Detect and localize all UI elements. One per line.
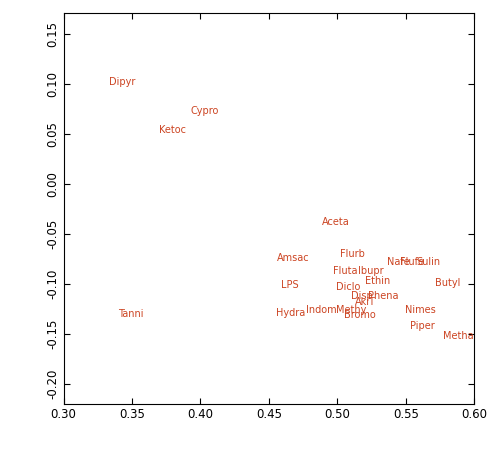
Text: Nafe: Nafe: [386, 257, 408, 267]
Text: Flufe: Flufe: [400, 257, 424, 267]
Text: Sulin: Sulin: [416, 257, 440, 267]
Text: Phena: Phena: [367, 291, 397, 301]
Text: Butyl: Butyl: [434, 278, 459, 288]
Text: Amsac: Amsac: [277, 253, 309, 263]
Text: Cypro: Cypro: [190, 106, 219, 116]
Text: Aceta: Aceta: [322, 217, 349, 227]
Text: Piper: Piper: [409, 321, 434, 331]
Text: Methy: Methy: [335, 305, 366, 315]
Text: Hydra: Hydra: [275, 308, 305, 318]
Text: Disp: Disp: [350, 291, 372, 301]
Text: Dipyr: Dipyr: [108, 77, 135, 87]
Text: AkiT: AkiT: [354, 297, 375, 307]
Text: Fluta: Fluta: [333, 266, 357, 276]
Text: Nimes: Nimes: [404, 305, 434, 315]
Text: Bromo: Bromo: [344, 310, 375, 320]
Text: Ibupr: Ibupr: [357, 266, 383, 276]
Text: Metha: Metha: [442, 331, 472, 341]
Text: Ketoc: Ketoc: [159, 125, 186, 135]
Text: LPS: LPS: [281, 280, 298, 290]
Text: Indom: Indom: [305, 305, 336, 315]
Text: Flurb: Flurb: [340, 249, 364, 259]
Text: Tanni: Tanni: [118, 309, 143, 319]
Text: Ethin: Ethin: [364, 276, 389, 286]
Text: Diclo: Diclo: [335, 282, 360, 292]
